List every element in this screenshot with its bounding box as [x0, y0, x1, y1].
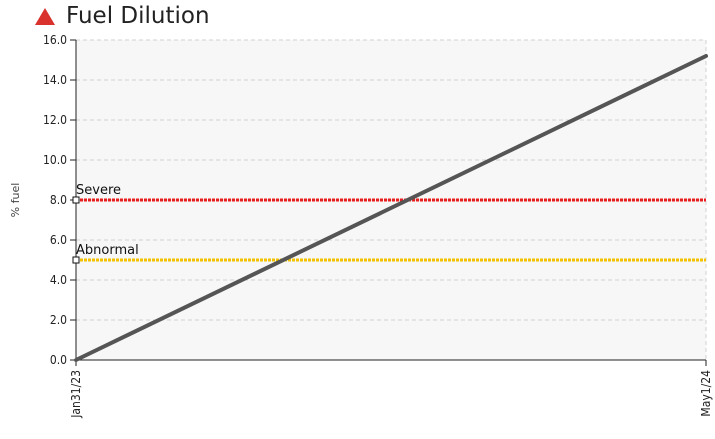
- y-tick-label: 10.0: [43, 153, 67, 167]
- y-axis-label: % fuel: [9, 183, 22, 218]
- y-tick-label: 2.0: [50, 313, 67, 327]
- y-tick-label: 12.0: [43, 113, 67, 127]
- alert-triangle-icon: [35, 8, 55, 25]
- y-tick-label: 4.0: [50, 273, 67, 287]
- threshold-marker-severe: [72, 196, 80, 204]
- y-tick-label: 6.0: [50, 233, 67, 247]
- chart-title: Fuel Dilution: [66, 3, 210, 29]
- chart-header: Fuel Dilution: [34, 1, 210, 31]
- series-point: [74, 358, 78, 362]
- x-tick-label: May1/24: [699, 370, 713, 417]
- series-point: [704, 54, 708, 58]
- y-tick-label: 14.0: [43, 73, 67, 87]
- threshold-label-severe: Severe: [76, 183, 121, 198]
- threshold-marker-abnormal: [72, 256, 80, 264]
- series-line: [74, 54, 708, 362]
- x-tick-label: Jan31/23: [69, 370, 83, 419]
- y-tick-label: 0.0: [50, 353, 67, 367]
- threshold-label-abnormal: Abnormal: [76, 243, 139, 258]
- y-tick-label: 16.0: [43, 33, 67, 47]
- y-tick-label: 8.0: [50, 193, 67, 207]
